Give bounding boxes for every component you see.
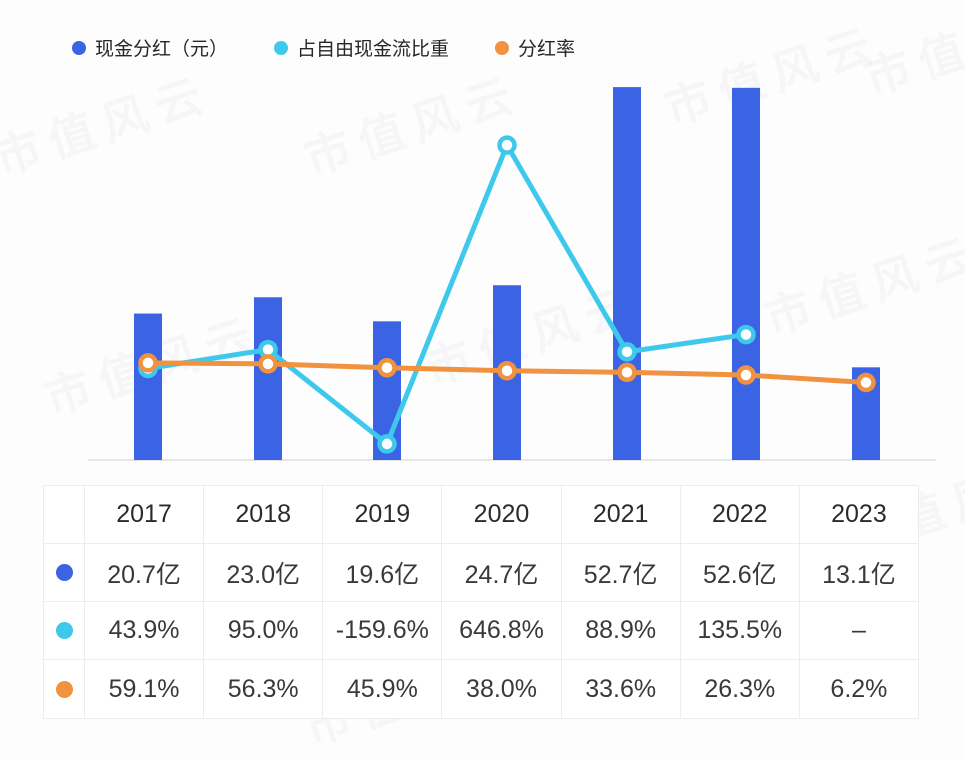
table-header-cell-2017: 2017	[85, 486, 205, 544]
chart-canvas	[88, 87, 936, 461]
table-cell-r1-2018: 23.0亿	[204, 544, 324, 602]
dividend-chart	[88, 87, 936, 461]
legend-dot-icon	[274, 40, 289, 55]
table-header-cell-2020: 2020	[442, 486, 562, 544]
series-dot-icon	[55, 564, 73, 581]
table-cell-r1-2022: 52.6亿	[680, 544, 800, 602]
fcf-ratio-point-2020[interactable]	[497, 135, 517, 155]
fcf-ratio-line	[145, 142, 749, 447]
table-header-cell-2018: 2018	[204, 486, 324, 544]
bar-2021[interactable]	[613, 87, 641, 460]
fcf-ratio-point-2019[interactable]	[377, 434, 397, 454]
payout-ratio-point-2023[interactable]	[856, 372, 876, 393]
legend-dot-icon	[72, 40, 86, 55]
table-header-cell-2019: 2019	[323, 486, 443, 544]
bar-2022[interactable]	[732, 87, 760, 460]
table-cell-r3-2023: 6.2%	[799, 660, 919, 719]
table-row-dot-cell	[44, 602, 85, 660]
table-cell-r1-2020: 24.7亿	[442, 544, 562, 602]
series-dot-icon	[55, 680, 73, 698]
legend-dot-icon	[495, 40, 510, 55]
chart-legend: 现金分红（元） 占自由现金流比重 分红率	[72, 34, 575, 61]
table-cell-r2-2020: 646.8%	[442, 602, 562, 660]
table-cell-r1-2017: 20.7亿	[85, 544, 205, 602]
table-cell-r3-2021: 33.6%	[561, 660, 681, 719]
payout-ratio-point-2018[interactable]	[258, 354, 278, 374]
table-cell-r3-2017: 59.1%	[85, 660, 205, 719]
legend-item-cash-dividend[interactable]: 现金分红（元）	[72, 34, 228, 61]
payout-ratio-point-2020[interactable]	[497, 360, 517, 381]
table-cell-r2-2017: 43.9%	[85, 602, 205, 660]
table-header-cell-2022: 2022	[680, 486, 800, 544]
legend-item-payout-ratio[interactable]: 分红率	[495, 34, 575, 61]
table-cell-r1-2019: 19.6亿	[323, 544, 443, 602]
legend-item-fcf-ratio[interactable]: 占自由现金流比重	[274, 34, 449, 61]
table-row-dot-cell	[44, 660, 85, 719]
table-cell-r1-2021: 52.7亿	[561, 544, 681, 602]
table-cell-r1-2023: 13.1亿	[799, 544, 919, 602]
payout-ratio-point-2022[interactable]	[736, 365, 756, 385]
payout-ratio-point-2019[interactable]	[377, 358, 397, 378]
bar-2017[interactable]	[134, 313, 162, 460]
table-cell-r2-2019: -159.6%	[323, 602, 443, 660]
table-header-cell-2021: 2021	[561, 486, 681, 544]
legend-label: 分红率	[518, 39, 576, 60]
table-cell-r3-2018: 56.3%	[204, 660, 324, 719]
table-cell-r2-2018: 95.0%	[204, 602, 324, 660]
fcf-ratio-point-2021[interactable]	[617, 342, 637, 362]
table-row-dot-cell	[44, 544, 85, 602]
legend-label: 现金分红（元）	[95, 39, 229, 60]
table-cell-r2-2021: 88.9%	[561, 602, 681, 660]
payout-ratio-point-2021[interactable]	[617, 362, 637, 383]
data-table: 2017 2018 2019 2020 2021 2022 2023 20.7亿 23.0亿 19…	[43, 485, 919, 719]
table-corner-cell	[44, 486, 85, 544]
legend-label: 占自由现金流比重	[297, 39, 450, 60]
bar-2018[interactable]	[254, 297, 282, 460]
table-cell-r2-2022: 135.5%	[680, 602, 800, 660]
fcf-ratio-point-2022[interactable]	[736, 324, 756, 345]
table-cell-r3-2022: 26.3%	[680, 660, 800, 719]
payout-ratio-point-2017[interactable]	[138, 353, 158, 373]
table-cell-r3-2020: 38.0%	[442, 660, 562, 719]
table-header-cell-2023: 2023	[799, 486, 919, 544]
table-cell-r3-2019: 45.9%	[323, 660, 443, 719]
series-dot-icon	[55, 622, 73, 639]
table-cell-r2-2023: –	[799, 602, 919, 660]
